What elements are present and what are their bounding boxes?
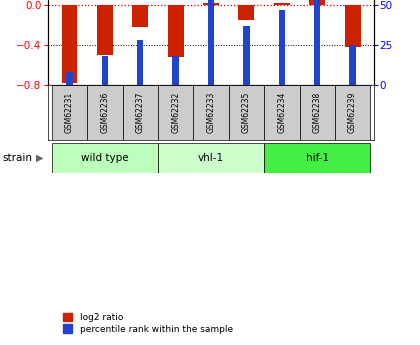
Bar <box>314 0 320 85</box>
Bar <box>62 5 77 82</box>
Text: hif-1: hif-1 <box>306 153 329 163</box>
Text: GSM62239: GSM62239 <box>348 91 357 133</box>
Bar <box>335 85 370 140</box>
Bar <box>243 26 249 85</box>
Text: GSM62231: GSM62231 <box>65 91 74 133</box>
Bar <box>229 85 264 140</box>
Bar <box>264 85 299 140</box>
Bar <box>158 85 193 140</box>
Bar <box>52 143 158 172</box>
Text: wild type: wild type <box>81 153 129 163</box>
Bar <box>299 85 335 140</box>
Bar <box>52 85 87 140</box>
Text: GSM62235: GSM62235 <box>242 91 251 133</box>
Bar <box>239 5 255 20</box>
Bar <box>278 10 285 85</box>
Bar <box>173 56 179 85</box>
Bar <box>158 143 264 172</box>
Bar <box>193 85 229 140</box>
Bar <box>264 143 370 172</box>
Bar <box>203 3 219 5</box>
Text: ▶: ▶ <box>36 153 44 163</box>
Bar <box>208 0 214 85</box>
Text: GSM62232: GSM62232 <box>171 91 180 133</box>
Text: GSM62233: GSM62233 <box>207 91 215 133</box>
Bar <box>274 3 290 5</box>
Text: GSM62234: GSM62234 <box>277 91 286 133</box>
Bar <box>137 40 144 85</box>
Bar <box>345 5 360 47</box>
Bar <box>102 56 108 85</box>
Bar <box>97 5 113 55</box>
Bar <box>132 5 148 27</box>
Text: GSM62237: GSM62237 <box>136 91 145 133</box>
Bar <box>87 85 123 140</box>
Legend: log2 ratio, percentile rank within the sample: log2 ratio, percentile rank within the s… <box>63 313 233 334</box>
Text: strain: strain <box>2 153 32 163</box>
Text: GSM62236: GSM62236 <box>100 91 109 133</box>
Text: vhl-1: vhl-1 <box>198 153 224 163</box>
Bar <box>66 72 73 85</box>
Bar <box>168 5 184 57</box>
Bar <box>123 85 158 140</box>
Text: GSM62238: GSM62238 <box>313 91 322 133</box>
Bar <box>309 0 325 5</box>
Bar <box>349 45 356 85</box>
